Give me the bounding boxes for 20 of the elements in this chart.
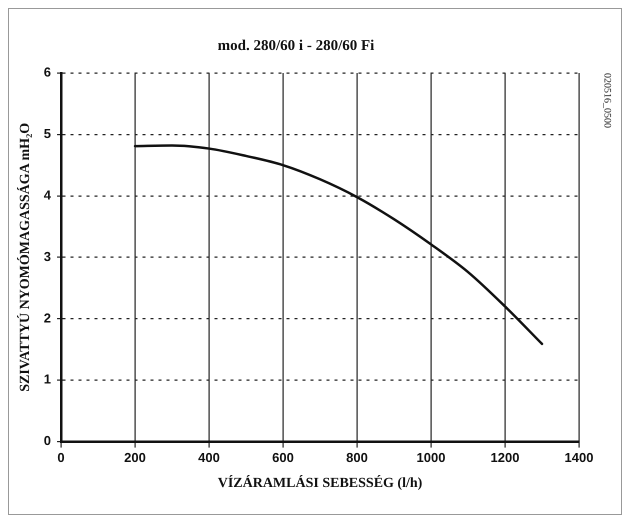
x-tick-label: 0 xyxy=(57,450,65,465)
y-tick-label: 0 xyxy=(44,433,52,448)
y-tick-label: 1 xyxy=(44,372,52,387)
y-tick-label: 3 xyxy=(44,248,52,264)
x-tick-label: 1400 xyxy=(564,450,594,465)
x-tick-label: 800 xyxy=(346,450,368,465)
x-tick-label: 1200 xyxy=(490,450,520,465)
chart-title: mod. 280/60 i - 280/60 Fi xyxy=(218,38,374,54)
x-tick-label: 200 xyxy=(124,450,146,465)
x-tick-label: 1000 xyxy=(416,450,446,465)
y-tick-label: 2 xyxy=(44,310,52,326)
text: 020516_0500 xyxy=(601,73,612,128)
line-series xyxy=(134,144,544,346)
y-tick-label: 4 xyxy=(44,187,52,202)
y-axis-title: SZIVATTYÚ NYOMÓMAGASSÁGA mH₂O xyxy=(16,122,34,392)
x-axis-title: VÍZÁRAMLÁSI SEBESSÉG (l/h) xyxy=(218,474,423,492)
y-tick-label: 6 xyxy=(44,64,52,80)
x-tick-label: 600 xyxy=(272,450,294,465)
x-tick-label: 400 xyxy=(198,450,220,465)
y-tick-label: 5 xyxy=(44,126,52,142)
